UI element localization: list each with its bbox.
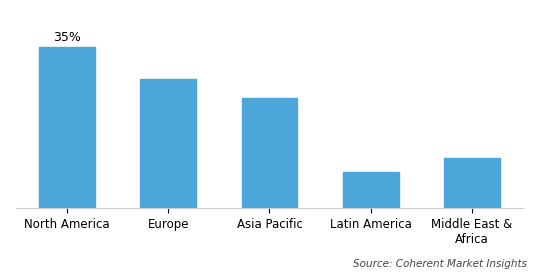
Bar — [39, 47, 95, 208]
Bar — [343, 172, 399, 208]
Text: 35%: 35% — [53, 30, 81, 44]
Bar — [242, 98, 298, 208]
Text: Source: Coherent Market Insights: Source: Coherent Market Insights — [353, 259, 527, 269]
Bar — [140, 79, 196, 208]
Bar — [444, 158, 500, 208]
